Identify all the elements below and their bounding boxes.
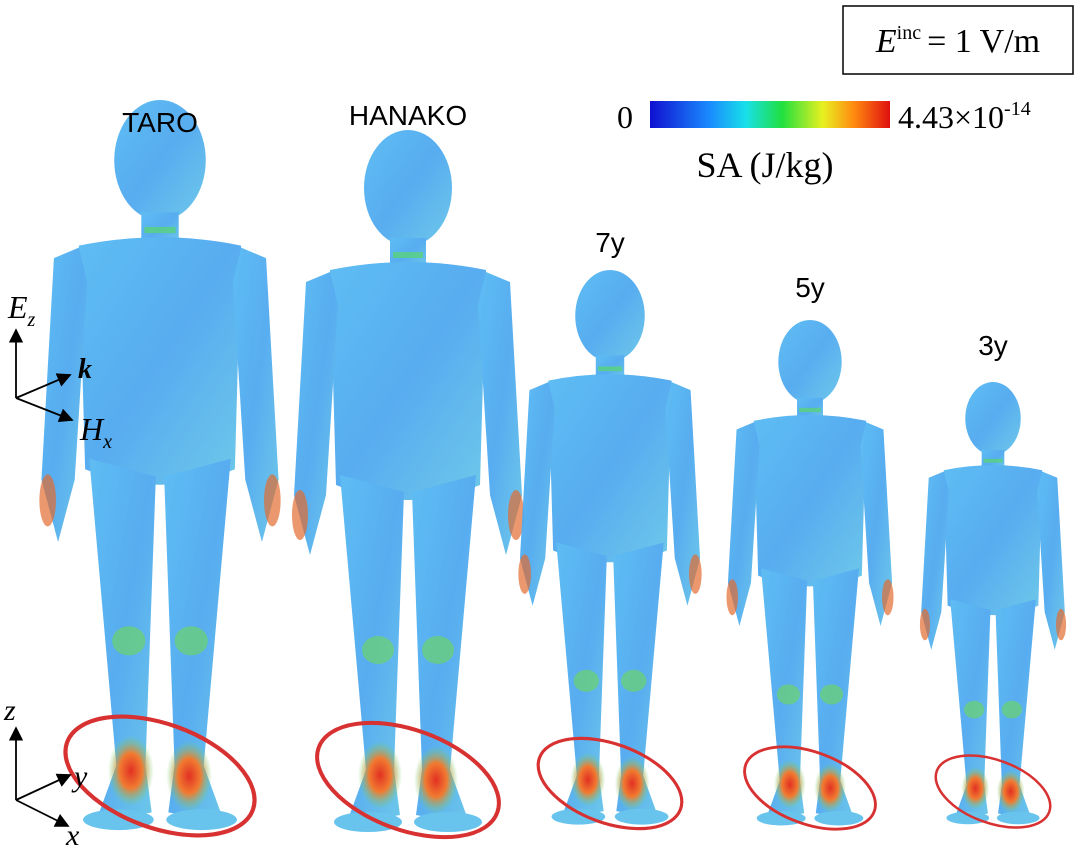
model-label: 7y (595, 227, 625, 258)
mantissa: 4.43×10 (898, 99, 1004, 135)
value: = 1 V/m (927, 23, 1040, 60)
colorbar-max: 4.43×10-14 (898, 98, 1031, 135)
body-model (290, 128, 526, 851)
coord-axes (8, 726, 72, 827)
model-label: HANAKO (349, 100, 467, 131)
e-label: Ez (7, 289, 36, 331)
colorbar-min: 0 (617, 99, 633, 135)
e-sub: z (27, 309, 36, 331)
incident-label: Einc = 1 V/m (875, 22, 1040, 60)
body-model (918, 380, 1068, 843)
e: E (7, 289, 28, 325)
colorbar (650, 101, 890, 128)
z-label: z (3, 694, 16, 727)
superscript: inc (897, 22, 922, 44)
h-label: Hx (79, 411, 112, 453)
body-model (725, 318, 895, 847)
x-label: x (65, 819, 80, 851)
model-label: TARO (122, 107, 198, 138)
y-label: y (71, 760, 88, 793)
h: H (79, 411, 105, 447)
h-sub: x (102, 431, 112, 453)
body-model (39, 100, 280, 851)
body-model (516, 268, 704, 848)
incident-box (842, 5, 1074, 75)
model-label: 5y (795, 272, 825, 303)
field-axes (8, 328, 74, 423)
colorbar-label: SA (J/kg) (696, 145, 833, 185)
symbol: E (875, 23, 897, 60)
k-label: k (78, 354, 92, 385)
models: TARO HANAKO 7y 5y 3y (39, 100, 1068, 851)
exponent: -14 (1004, 98, 1031, 120)
model-label: 3y (978, 330, 1008, 361)
